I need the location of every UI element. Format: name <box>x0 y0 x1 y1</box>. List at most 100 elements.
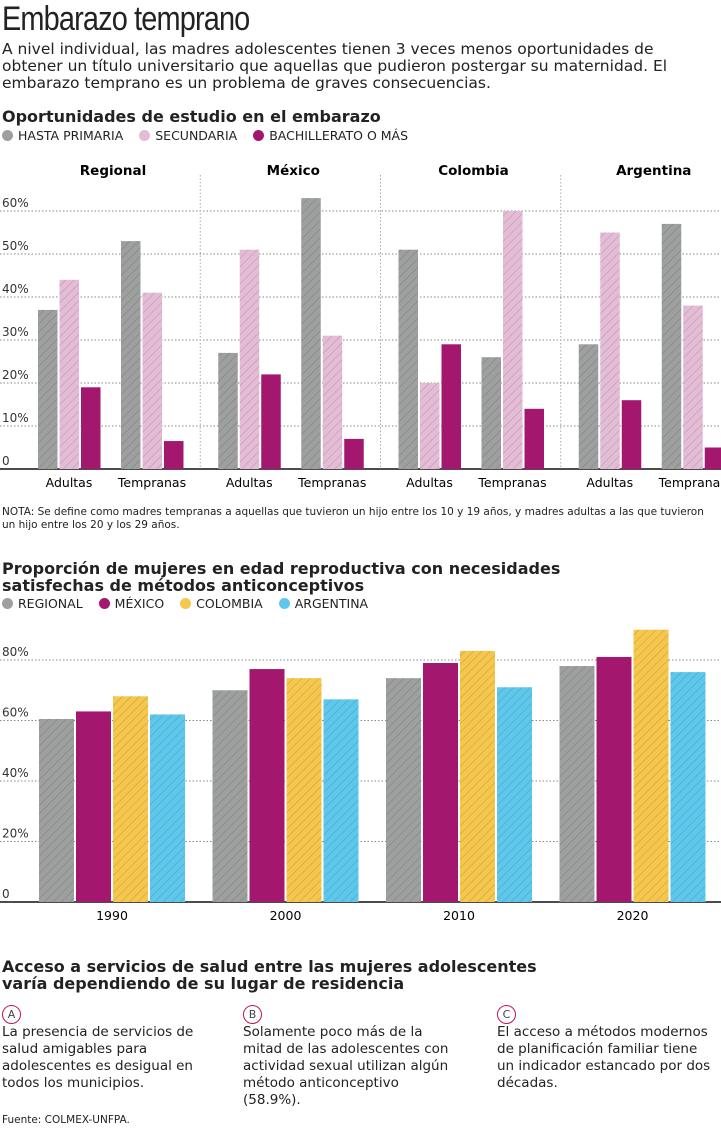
bar-Regional-Adultas-HASTA PRIMARIA <box>38 309 58 469</box>
access-item-b: B Solamente poco más de la mitad de las a… <box>243 1005 458 1109</box>
legend-swatch <box>253 130 265 141</box>
bar-2020-REGIONAL <box>559 666 595 902</box>
badge-a: A <box>2 1005 21 1024</box>
x-category-label: Tempranas <box>477 475 546 490</box>
bar-Colombia-Tempranas-BACHILLERATO O MÁS <box>524 408 544 469</box>
y-tick-label: 30% <box>2 325 29 339</box>
y-tick-label: 50% <box>2 239 29 253</box>
chart1-note: NOTA: Se define como madres tempranas a … <box>2 506 704 531</box>
x-category-label: Tempranas <box>297 475 366 490</box>
bar-1990-MÉXICO <box>76 711 111 902</box>
y-tick-label: 0 <box>2 454 10 468</box>
bar-Colombia-Adultas-HASTA PRIMARIA <box>398 249 418 469</box>
legend-swatch <box>98 598 110 609</box>
bar-México-Adultas-HASTA PRIMARIA <box>218 352 238 469</box>
bar-México-Adultas-SECUNDARIA <box>239 249 260 469</box>
legend-swatch <box>180 598 192 609</box>
y-tick-label: 60% <box>2 196 29 210</box>
access-text-b: Solamente poco más de la mitad de las ad… <box>243 1024 449 1108</box>
chart1-legend: HASTA PRIMARIA SECUNDARIA BACHILLERATO O M… <box>2 128 408 143</box>
chart2-title: Proporción de mujeres en edad reproducti… <box>2 559 561 595</box>
legend-item: REGIONAL <box>2 596 83 611</box>
bar-Argentina-Tempranas-HASTA PRIMARIA <box>661 223 682 469</box>
bar-1990-ARGENTINA <box>150 714 185 902</box>
legend-swatch <box>2 130 13 141</box>
bar-1990-COLOMBIA <box>113 696 148 902</box>
chart1: 0 10% 20% 30% 40% 50% 60% Regional Adultas Tempra… <box>0 163 721 490</box>
bar-2020-ARGENTINA <box>670 672 706 902</box>
legend-item: ARGENTINA <box>278 596 368 611</box>
x-category-label: Adultas <box>406 475 453 490</box>
bar-Colombia-Adultas-BACHILLERATO O MÁS <box>441 344 461 469</box>
bar-2010-MÉXICO <box>423 663 458 902</box>
bar-México-Tempranas-SECUNDARIA <box>322 335 343 469</box>
y-tick-label: 80% <box>2 645 29 659</box>
bar-Regional-Adultas-BACHILLERATO O MÁS <box>81 387 101 469</box>
group-label: Regional <box>80 163 146 179</box>
bar-Argentina-Adultas-HASTA PRIMARIA <box>578 344 599 469</box>
bar-Regional-Tempranas-SECUNDARIA <box>142 292 162 469</box>
chart2-legend: REGIONAL MÉXICO COLOMBIA ARGENTINA <box>2 596 368 611</box>
group-label: Colombia <box>438 163 509 179</box>
legend-swatch <box>139 130 151 141</box>
source: Fuente: COLMEX-UNFPA. <box>2 1114 130 1126</box>
legend-item: SECUNDARIA <box>139 128 237 143</box>
bar-Argentina-Tempranas-BACHILLERATO O MÁS <box>704 447 721 469</box>
bar-2010-COLOMBIA <box>460 650 495 902</box>
legend-item: MÉXICO <box>98 596 164 611</box>
legend-item: BACHILLERATO O MÁS <box>253 128 408 143</box>
x-category-label: Adultas <box>586 475 633 490</box>
y-tick-label: 0 <box>2 887 10 901</box>
bar-México-Tempranas-HASTA PRIMARIA <box>301 198 321 469</box>
x-category-label: 2010 <box>443 908 475 923</box>
y-tick-label: 40% <box>2 766 29 780</box>
bar-2020-COLOMBIA <box>633 629 669 902</box>
bar-Colombia-Adultas-SECUNDARIA <box>420 383 440 469</box>
bar-2020-MÉXICO <box>596 656 632 902</box>
bar-México-Adultas-BACHILLERATO O MÁS <box>261 374 281 469</box>
x-category-label: Adultas <box>46 475 93 490</box>
chart1-title: Oportunidades de estudio en el embarazo <box>2 107 381 126</box>
legend-swatch <box>2 598 13 609</box>
y-tick-label: 40% <box>2 282 29 296</box>
y-tick-label: 10% <box>2 411 29 425</box>
bar-2000-MÉXICO <box>249 669 285 902</box>
bar-Colombia-Tempranas-SECUNDARIA <box>503 211 523 469</box>
bar-Regional-Adultas-SECUNDARIA <box>59 279 79 469</box>
y-tick-label: 20% <box>2 368 29 382</box>
x-category-label: Adultas <box>226 475 273 490</box>
bar-México-Tempranas-BACHILLERATO O MÁS <box>344 438 364 469</box>
legend-item: HASTA PRIMARIA <box>2 128 123 143</box>
chart2: 0 20% 40% 60% 80% 1990 2000 2010 2020 <box>0 629 721 923</box>
page-title: Embarazo temprano <box>2 0 250 38</box>
bar-1990-REGIONAL <box>39 718 74 902</box>
y-tick-label: 20% <box>2 827 29 841</box>
bar-2010-REGIONAL <box>386 678 421 902</box>
group-label: México <box>267 163 320 179</box>
bar-Argentina-Adultas-SECUNDARIA <box>600 232 620 469</box>
legend-swatch <box>278 598 290 609</box>
x-category-label: 1990 <box>96 908 128 923</box>
x-category-label: Tempranas <box>658 475 721 490</box>
intro-text: A nivel individual, las madres adolescen… <box>2 40 668 92</box>
x-category-label: Tempranas <box>117 475 186 490</box>
bar-2000-ARGENTINA <box>323 699 359 902</box>
badge-b: B <box>243 1005 262 1024</box>
bar-Argentina-Adultas-BACHILLERATO O MÁS <box>621 400 642 469</box>
group-label: Argentina <box>616 163 691 179</box>
bar-Colombia-Tempranas-HASTA PRIMARIA <box>481 357 501 469</box>
bar-2010-ARGENTINA <box>497 687 532 902</box>
badge-c: C <box>497 1005 516 1024</box>
access-item-a: A La presencia de servicios de salud amig… <box>2 1005 217 1092</box>
bar-2000-COLOMBIA <box>286 678 322 902</box>
bar-Argentina-Tempranas-SECUNDARIA <box>683 305 703 469</box>
legend-item: COLOMBIA <box>180 596 263 611</box>
bar-Regional-Tempranas-BACHILLERATO O MÁS <box>164 441 184 469</box>
access-title: Acceso a servicios de salud entre las mu… <box>2 957 537 993</box>
y-tick-label: 60% <box>2 706 29 720</box>
bar-Regional-Tempranas-HASTA PRIMARIA <box>121 241 141 469</box>
access-text-c: El acceso a métodos modernos de planific… <box>497 1024 711 1091</box>
access-text-a: La presencia de servicios de salud amiga… <box>2 1024 194 1091</box>
x-category-label: 2020 <box>617 908 649 923</box>
access-item-c: C El acceso a métodos modernos de planifi… <box>497 1005 712 1092</box>
